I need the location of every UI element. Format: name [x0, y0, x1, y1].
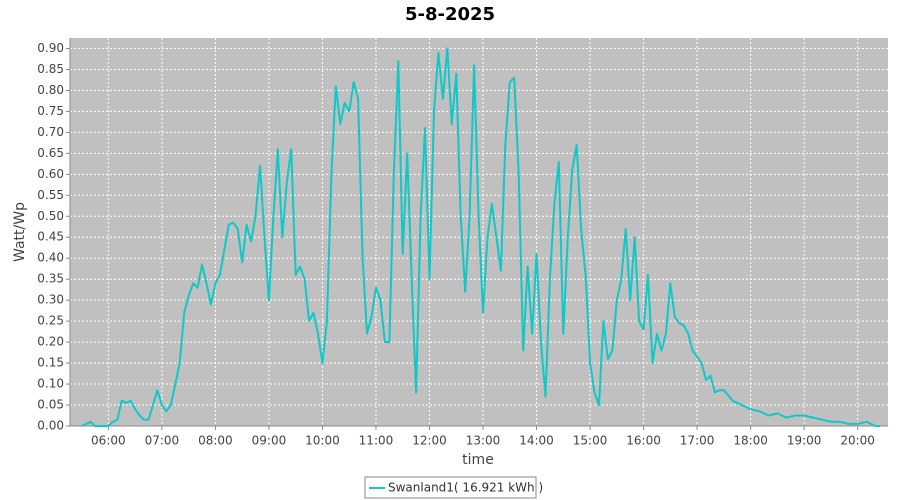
y-tick-label: 0.75	[37, 104, 64, 118]
x-tick-label: 06:00	[91, 434, 126, 448]
x-tick-label: 12:00	[412, 434, 447, 448]
y-tick-label: 0.80	[37, 83, 64, 97]
x-tick-label: 07:00	[145, 434, 180, 448]
data-line	[81, 47, 880, 427]
y-tick-label: 0.85	[37, 62, 64, 76]
y-tick-label: 0.35	[37, 272, 64, 286]
x-tick-label: 19:00	[787, 434, 822, 448]
y-tick-label: 0.20	[37, 335, 64, 349]
y-tick-label: 0.30	[37, 293, 64, 307]
y-tick-label: 0.90	[37, 41, 64, 55]
x-tick-label: 08:00	[198, 434, 233, 448]
x-tick-label: 17:00	[680, 434, 715, 448]
y-tick-label: 0.65	[37, 146, 64, 160]
y-axis-label: Watt/Wp	[12, 202, 28, 262]
x-tick-label: 11:00	[359, 434, 394, 448]
x-tick-label: 13:00	[466, 434, 501, 448]
y-tick-label: 0.70	[37, 125, 64, 139]
y-tick-label: 0.45	[37, 230, 64, 244]
x-tick-label: 14:00	[519, 434, 554, 448]
y-tick-label: 0.40	[37, 251, 64, 265]
y-tick-label: 0.00	[37, 419, 64, 433]
y-tick-label: 0.55	[37, 188, 64, 202]
x-axis-label: time	[462, 452, 494, 468]
x-tick-label: 18:00	[733, 434, 768, 448]
x-tick-label: 10:00	[305, 434, 340, 448]
x-tick-label: 20:00	[840, 434, 875, 448]
chart-title: 5-8-2025	[405, 4, 495, 25]
y-tick-label: 0.10	[37, 377, 64, 391]
y-tick-label: 0.25	[37, 314, 64, 328]
legend-label: Swanland1( 16.921 kWh )	[388, 481, 543, 495]
y-tick-label: 0.60	[37, 167, 64, 181]
y-tick-label: 0.50	[37, 209, 64, 223]
y-tick-label: 0.05	[37, 398, 64, 412]
x-tick-label: 15:00	[573, 434, 608, 448]
y-tick-label: 0.15	[37, 356, 64, 370]
legend	[364, 476, 537, 499]
x-tick-label: 09:00	[252, 434, 287, 448]
x-tick-label: 16:00	[626, 434, 661, 448]
